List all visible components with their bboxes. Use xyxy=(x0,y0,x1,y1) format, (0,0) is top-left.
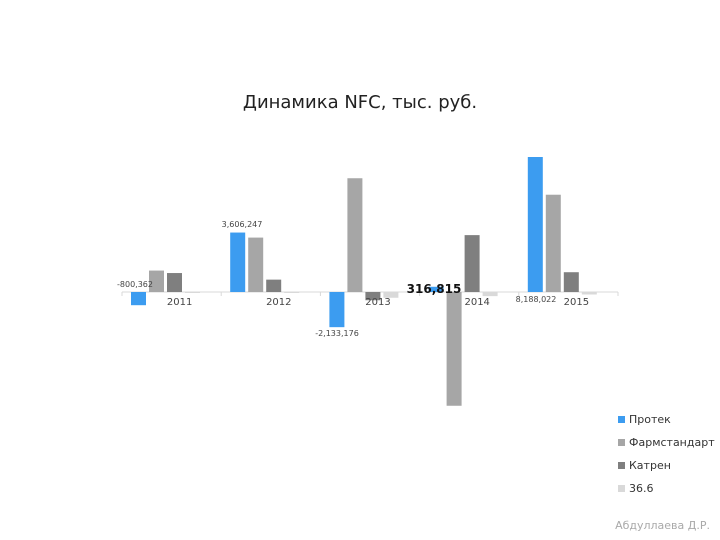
labels: 2011 2012 2013 2014 2015 -800,362 3,606,247 -2,… xyxy=(117,220,589,338)
data-label: 316,815 xyxy=(407,282,462,296)
legend-item: Катрен xyxy=(618,454,715,477)
bar xyxy=(545,194,561,292)
legend-item: Протек xyxy=(618,408,715,431)
legend-item: 36.6 xyxy=(618,477,715,500)
x-tick-label: 2012 xyxy=(266,297,291,308)
bar xyxy=(365,292,381,301)
bar xyxy=(428,286,444,292)
bar xyxy=(230,232,246,292)
x-tick-label: 2013 xyxy=(365,297,390,308)
data-label: 3,606,247 xyxy=(222,220,263,229)
bar xyxy=(446,292,462,406)
bar xyxy=(149,270,164,292)
legend-label: Протек xyxy=(629,413,671,426)
x-tick-label: 2014 xyxy=(464,297,489,308)
data-label: -800,362 xyxy=(117,280,153,289)
bar xyxy=(284,292,300,293)
legend: Протек Фармстандарт Катрен 36.6 xyxy=(618,408,715,500)
bar xyxy=(329,292,345,328)
data-label: -2,133,176 xyxy=(315,329,359,338)
bar xyxy=(581,292,597,295)
legend-item: Фармстандарт xyxy=(618,431,715,454)
legend-label: 36.6 xyxy=(629,482,654,495)
legend-swatch xyxy=(618,416,625,423)
bar xyxy=(347,178,363,292)
x-tick-label: 2015 xyxy=(564,297,589,308)
legend-label: Катрен xyxy=(629,459,671,472)
bar xyxy=(383,292,399,298)
bar xyxy=(563,272,579,292)
bar xyxy=(464,235,480,292)
bar xyxy=(248,237,264,292)
author-footer: Абдуллаева Д.Р. xyxy=(615,519,710,532)
bar xyxy=(266,279,282,292)
chart-title: Динамика NFC, тыс. руб. xyxy=(242,92,478,113)
bars xyxy=(131,157,597,406)
data-label: 8,188,022 xyxy=(516,295,557,304)
bar xyxy=(131,292,146,306)
bar xyxy=(527,157,543,292)
x-tick-label: 2011 xyxy=(167,297,192,308)
legend-swatch xyxy=(618,485,625,492)
bar xyxy=(185,292,200,293)
legend-label: Фармстандарт xyxy=(629,436,715,449)
bar xyxy=(167,273,182,292)
bar xyxy=(482,292,498,297)
legend-swatch xyxy=(618,462,625,469)
legend-swatch xyxy=(618,439,625,446)
